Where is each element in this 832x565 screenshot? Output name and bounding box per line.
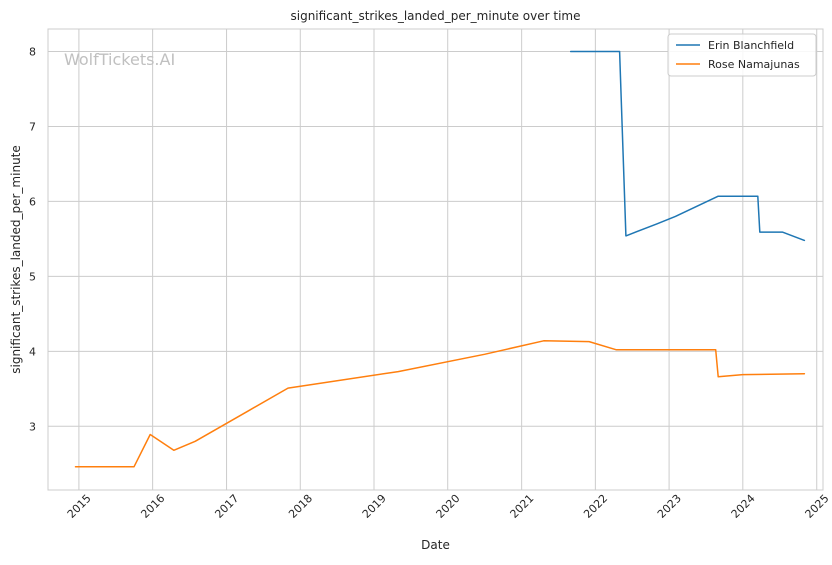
y-axis-title: significant_strikes_landed_per_minute [9, 145, 23, 374]
grid [48, 29, 823, 490]
y-tick-label: 6 [29, 195, 36, 208]
legend-label-1: Rose Namajunas [708, 58, 800, 71]
y-tick-label: 5 [29, 270, 36, 283]
series-line-1 [74, 340, 806, 468]
plot-frame [47, 28, 824, 491]
legend: Erin Blanchfield Rose Namajunas [667, 33, 817, 77]
y-tick-label: 7 [29, 120, 36, 133]
y-tick-label: 3 [29, 420, 36, 433]
chart-title: significant_strikes_landed_per_minute ov… [290, 9, 580, 23]
legend-label-0: Erin Blanchfield [708, 39, 794, 52]
x-axis-title: Date [421, 538, 450, 552]
legend-box [667, 33, 817, 77]
y-tick-label: 4 [29, 345, 36, 358]
watermark-text: WolfTickets.AI [64, 50, 175, 69]
series-lines [74, 50, 806, 468]
series-line-0 [569, 50, 806, 242]
y-tick-label: 8 [29, 45, 36, 58]
